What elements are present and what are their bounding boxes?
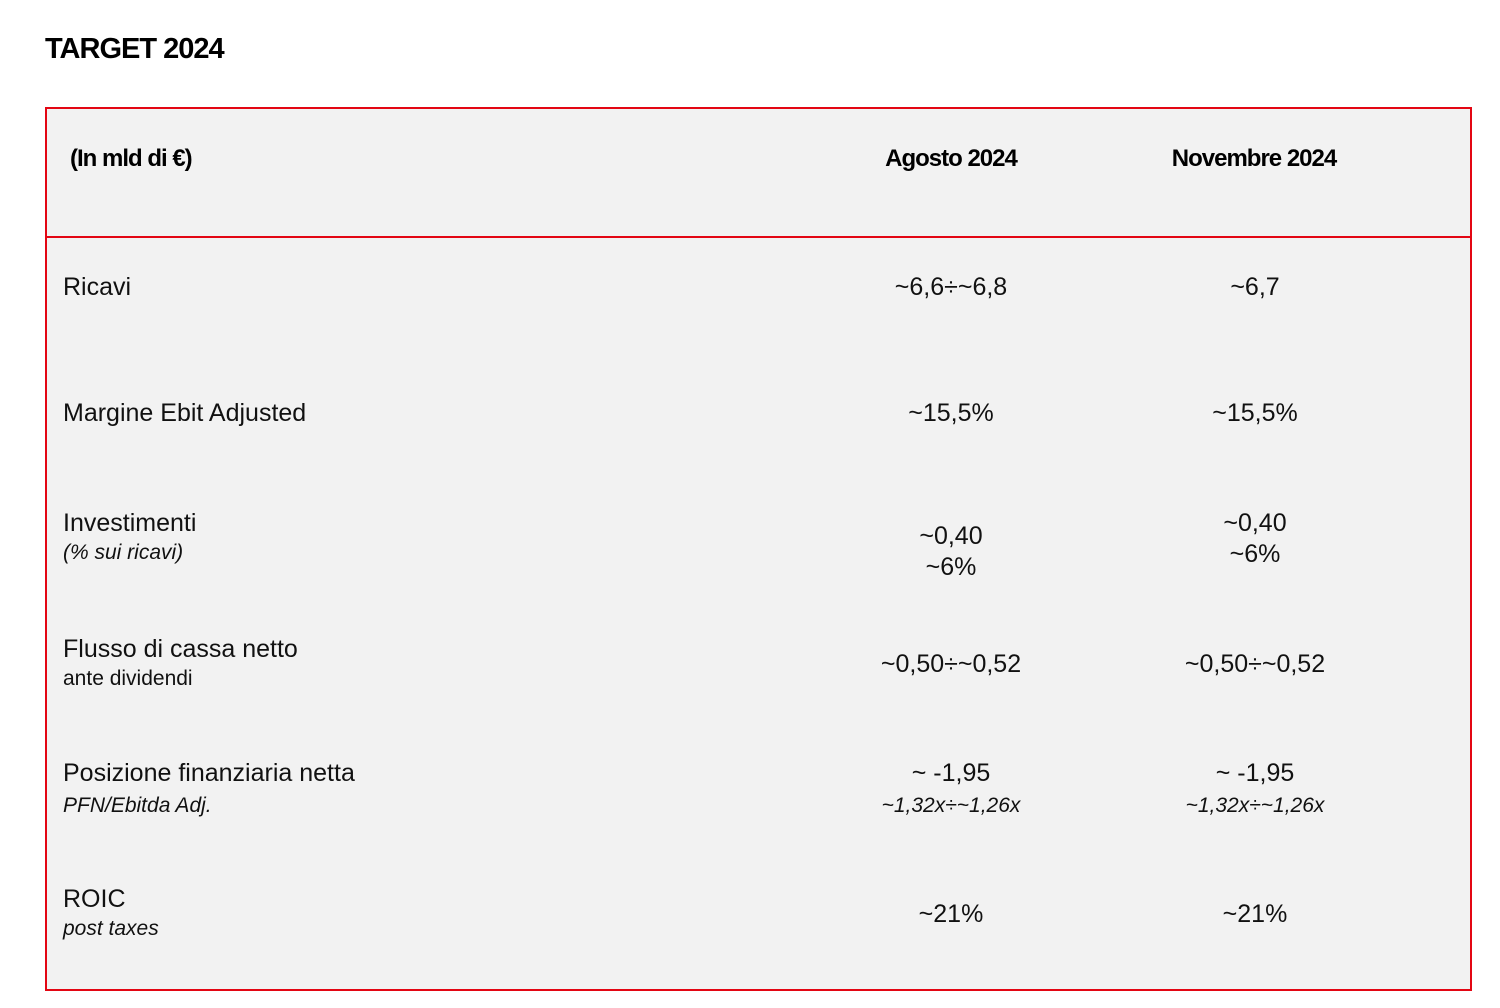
cell-novembre: ~0,50÷~0,52 [1105,649,1405,680]
row-label-sub: ante dividendi [63,667,193,690]
cell-novembre: ~6,7 [1105,272,1405,303]
row-label-sub: post taxes [63,917,159,940]
cell-value: ~15,5% [1212,399,1298,427]
cell-value: ~0,50÷~0,52 [880,650,1022,678]
cell-value-secondary: ~1,32x÷~1,26x [881,794,1021,817]
row-label-sub: (% sui ricavi) [63,541,184,564]
header-agosto: Agosto 2024 [885,145,1018,172]
row-label-main: Flusso di cassa netto [63,635,298,663]
row-label: Posizione finanziaria netta PFN/Ebitda A… [63,758,355,820]
page-title: TARGET 2024 [45,33,225,65]
header-unit: (In mld di €) [70,145,193,172]
cell-value: ~6,6÷~6,8 [894,273,1008,301]
cell-agosto: ~0,50÷~0,52 [801,649,1101,680]
cell-novembre: ~ -1,95 ~1,32x÷~1,26x [1105,758,1405,821]
table-header: (In mld di €) Agosto 2024 Novembre 2024 [47,109,1470,238]
header-novembre: Novembre 2024 [1171,145,1337,172]
row-label: Ricavi [63,272,131,303]
cell-value: ~6,7 [1230,273,1280,301]
cell-agosto: ~0,40 ~6% [801,521,1101,583]
row-label: Flusso di cassa netto ante dividendi [63,634,298,693]
cell-agosto: ~21% [801,899,1101,930]
row-label-sub: PFN/Ebitda Adj. [63,794,212,817]
cell-agosto: ~6,6÷~6,8 [801,272,1101,303]
row-label-main: Posizione finanziaria netta [63,759,355,787]
row-label-main: Ricavi [63,273,132,301]
cell-novembre: ~15,5% [1105,398,1405,429]
row-label: Investimenti (% sui ricavi) [63,508,196,567]
row-label: Margine Ebit Adjusted [63,398,306,429]
cell-agosto: ~ -1,95 ~1,32x÷~1,26x [801,758,1101,821]
cell-value-secondary: ~1,32x÷~1,26x [1185,794,1325,817]
cell-value: ~21% [918,900,984,928]
row-label-main: Margine Ebit Adjusted [63,399,307,427]
row-label: ROIC post taxes [63,884,159,943]
cell-value: ~ -1,95 [911,759,991,787]
cell-novembre: ~21% [1105,899,1405,930]
cell-value: ~21% [1222,900,1288,928]
cell-value: ~0,40 [1223,509,1287,537]
cell-novembre: ~0,40 ~6% [1105,508,1405,570]
row-label-main: Investimenti [63,509,197,537]
cell-value: ~0,50÷~0,52 [1184,650,1326,678]
cell-value-secondary: ~6% [1229,540,1281,568]
cell-value: ~ -1,95 [1215,759,1295,787]
cell-value: ~0,40 [919,522,983,550]
cell-value: ~15,5% [908,399,994,427]
targets-table: (In mld di €) Agosto 2024 Novembre 2024 … [45,107,1472,991]
cell-value-secondary: ~6% [925,553,977,581]
cell-agosto: ~15,5% [801,398,1101,429]
row-label-main: ROIC [63,885,126,913]
